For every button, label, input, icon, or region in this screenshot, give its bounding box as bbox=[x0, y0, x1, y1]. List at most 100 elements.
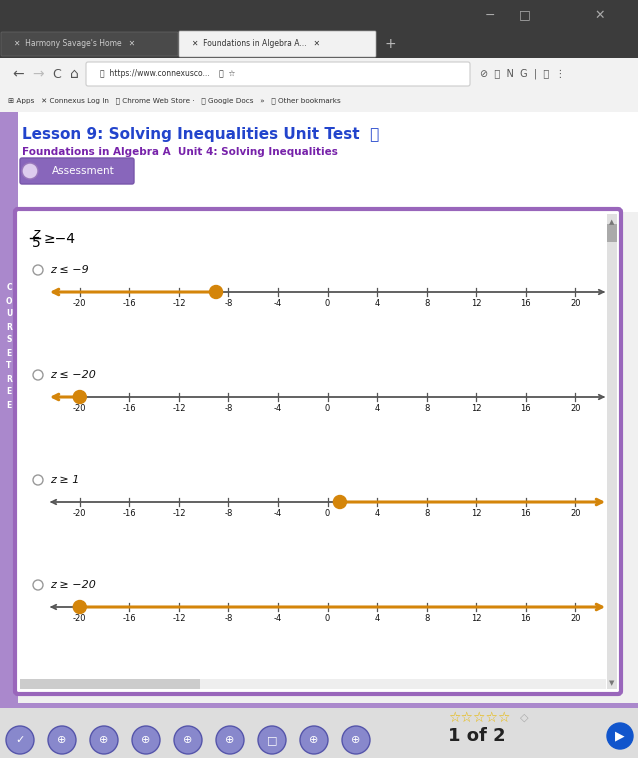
Text: z ≥ 1: z ≥ 1 bbox=[50, 475, 79, 485]
Text: R: R bbox=[6, 374, 12, 384]
Text: ⊕: ⊕ bbox=[141, 735, 151, 745]
Text: -8: -8 bbox=[224, 509, 233, 518]
Text: -20: -20 bbox=[73, 614, 87, 623]
Text: ⊕: ⊕ bbox=[309, 735, 319, 745]
Text: E: E bbox=[6, 387, 11, 396]
Text: -4: -4 bbox=[274, 614, 282, 623]
Text: +: + bbox=[385, 37, 397, 51]
Text: 8: 8 bbox=[424, 404, 429, 413]
Text: ⊘  🧡  N  G  |  👤  ⋮: ⊘ 🧡 N G | 👤 ⋮ bbox=[480, 69, 565, 80]
Text: ✕  Foundations in Algebra A...   ✕: ✕ Foundations in Algebra A... ✕ bbox=[192, 39, 320, 49]
Text: 0: 0 bbox=[325, 299, 330, 308]
Text: ⊕: ⊕ bbox=[183, 735, 193, 745]
Circle shape bbox=[258, 726, 286, 754]
Text: 0: 0 bbox=[325, 509, 330, 518]
Text: -12: -12 bbox=[172, 299, 186, 308]
Text: ≥−4: ≥−4 bbox=[44, 232, 76, 246]
Circle shape bbox=[607, 723, 633, 749]
Bar bbox=[0, 90, 638, 112]
Text: U: U bbox=[6, 309, 12, 318]
Bar bbox=[607, 214, 617, 689]
Text: →: → bbox=[32, 67, 43, 81]
Text: ⊕: ⊕ bbox=[225, 735, 235, 745]
Text: 4: 4 bbox=[375, 299, 380, 308]
Circle shape bbox=[300, 726, 328, 754]
Text: E: E bbox=[6, 349, 11, 358]
Circle shape bbox=[132, 726, 160, 754]
Text: 12: 12 bbox=[471, 614, 482, 623]
Text: −: − bbox=[485, 8, 495, 21]
Text: ▼: ▼ bbox=[609, 680, 614, 686]
Text: 12: 12 bbox=[471, 299, 482, 308]
Text: -4: -4 bbox=[274, 299, 282, 308]
Text: -12: -12 bbox=[172, 614, 186, 623]
Text: 16: 16 bbox=[521, 509, 531, 518]
Circle shape bbox=[90, 726, 118, 754]
Text: -20: -20 bbox=[73, 404, 87, 413]
Bar bbox=[0, 0, 638, 30]
Text: 0: 0 bbox=[325, 614, 330, 623]
Text: 20: 20 bbox=[570, 404, 581, 413]
Text: -20: -20 bbox=[73, 509, 87, 518]
Text: 16: 16 bbox=[521, 614, 531, 623]
Text: ⊕: ⊕ bbox=[57, 735, 67, 745]
Text: □: □ bbox=[519, 8, 531, 21]
Text: C: C bbox=[52, 67, 61, 80]
Text: E: E bbox=[6, 400, 11, 409]
Text: ⊕: ⊕ bbox=[352, 735, 360, 745]
Text: -8: -8 bbox=[224, 299, 233, 308]
Text: 5: 5 bbox=[32, 236, 41, 250]
Text: -12: -12 bbox=[172, 404, 186, 413]
Text: -16: -16 bbox=[122, 614, 136, 623]
Text: -16: -16 bbox=[122, 404, 136, 413]
Bar bbox=[20, 679, 606, 689]
Text: 8: 8 bbox=[424, 299, 429, 308]
Bar bbox=[0, 58, 638, 90]
FancyBboxPatch shape bbox=[86, 62, 470, 86]
Text: ◇: ◇ bbox=[520, 713, 528, 723]
Text: -4: -4 bbox=[274, 404, 282, 413]
Text: ⌂: ⌂ bbox=[70, 67, 78, 81]
Text: 12: 12 bbox=[471, 404, 482, 413]
Text: R: R bbox=[6, 322, 12, 331]
Text: z ≤ −20: z ≤ −20 bbox=[50, 370, 96, 380]
Circle shape bbox=[73, 600, 86, 613]
Text: 20: 20 bbox=[570, 299, 581, 308]
Bar bbox=[0, 112, 18, 703]
Text: 8: 8 bbox=[424, 509, 429, 518]
Text: z: z bbox=[32, 227, 40, 241]
Text: Lesson 9: Solving Inequalities Unit Test  🎭: Lesson 9: Solving Inequalities Unit Test… bbox=[22, 127, 379, 142]
Text: 4: 4 bbox=[375, 509, 380, 518]
Circle shape bbox=[6, 726, 34, 754]
Circle shape bbox=[174, 726, 202, 754]
Text: □: □ bbox=[267, 735, 278, 745]
Bar bbox=[0, 703, 638, 758]
Text: 4: 4 bbox=[375, 614, 380, 623]
Circle shape bbox=[48, 726, 76, 754]
Text: C: C bbox=[6, 283, 12, 293]
FancyBboxPatch shape bbox=[15, 209, 621, 694]
Circle shape bbox=[22, 163, 38, 179]
Text: ▶: ▶ bbox=[615, 729, 625, 743]
Circle shape bbox=[342, 726, 370, 754]
Text: z ≤ −9: z ≤ −9 bbox=[50, 265, 89, 275]
Text: 0: 0 bbox=[325, 404, 330, 413]
Circle shape bbox=[216, 726, 244, 754]
Text: -16: -16 bbox=[122, 299, 136, 308]
Text: Foundations in Algebra A  Unit 4: Solving Inequalities: Foundations in Algebra A Unit 4: Solving… bbox=[22, 147, 338, 157]
Text: 16: 16 bbox=[521, 299, 531, 308]
Bar bbox=[607, 224, 617, 242]
Text: -16: -16 bbox=[122, 509, 136, 518]
Text: ✓: ✓ bbox=[15, 735, 25, 745]
Text: S: S bbox=[6, 336, 11, 344]
Text: 🔒  https://www.connexusco...    🔑  ☆: 🔒 https://www.connexusco... 🔑 ☆ bbox=[100, 70, 235, 79]
Text: -4: -4 bbox=[274, 509, 282, 518]
Circle shape bbox=[73, 390, 86, 403]
FancyBboxPatch shape bbox=[179, 31, 376, 57]
Circle shape bbox=[334, 496, 346, 509]
Text: ▲: ▲ bbox=[609, 219, 614, 225]
Text: 1 of 2: 1 of 2 bbox=[448, 727, 506, 745]
Bar bbox=[20, 679, 200, 689]
Text: ✕  Harmony Savage's Home   ✕: ✕ Harmony Savage's Home ✕ bbox=[14, 39, 135, 49]
Text: 20: 20 bbox=[570, 614, 581, 623]
